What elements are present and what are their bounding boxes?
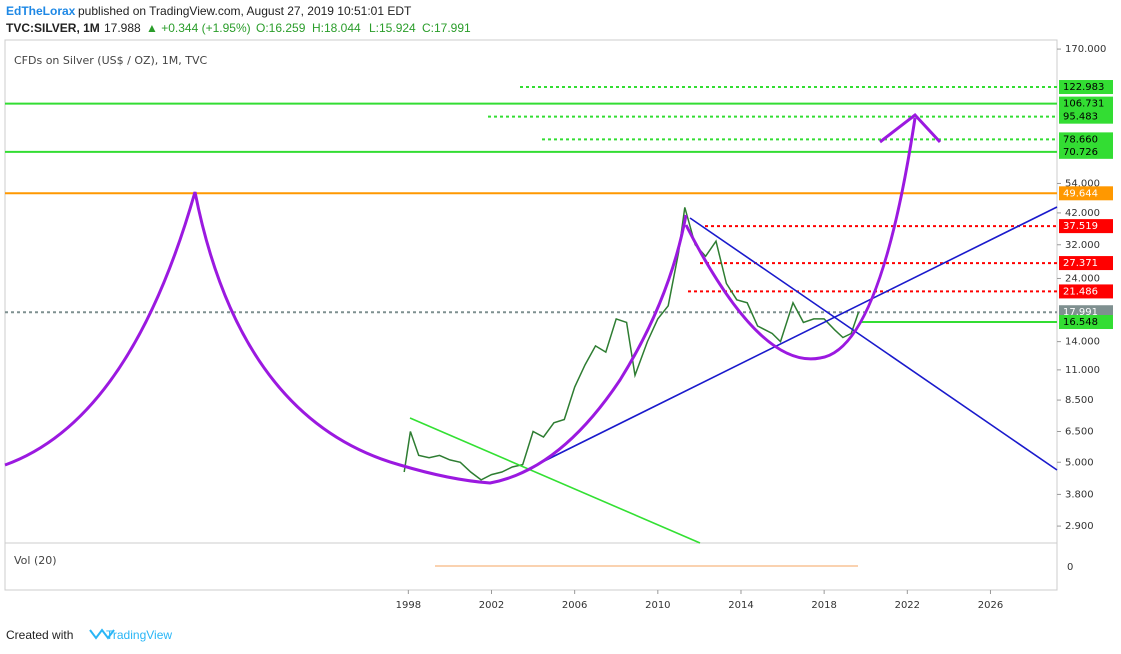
y-tick-label: 3.800 (1065, 489, 1094, 500)
x-tick-label: 2006 (562, 600, 587, 611)
price-label: 37.519 (1063, 221, 1098, 232)
price-label-box (1059, 256, 1113, 271)
y-tick-label: 8.500 (1065, 395, 1094, 406)
price-label-box (1059, 219, 1113, 234)
price-label-box (1059, 96, 1113, 111)
price-label-box (1059, 144, 1113, 159)
y-tick-label: 2.900 (1065, 521, 1094, 532)
price-label: 106.731 (1063, 99, 1104, 110)
legend-title: CFDs on Silver (US$ / OZ), 1M, TVC (14, 54, 208, 67)
x-tick-label: 2014 (728, 600, 753, 611)
price-label: 17.991 (1063, 307, 1098, 318)
price-label: 122.983 (1063, 82, 1104, 93)
price-label: 16.548 (1063, 317, 1098, 328)
change: ▲ +0.344 (+1.95%) (146, 21, 251, 35)
y-tick-label: 24.000 (1065, 273, 1100, 284)
x-tick-label: 2018 (811, 600, 836, 611)
footer-text: Created with (6, 628, 73, 642)
x-tick-label: 2002 (479, 600, 504, 611)
trend-line (409, 417, 701, 544)
price-label-box (1059, 315, 1113, 330)
footer-brand[interactable]: TradingView (106, 628, 172, 642)
x-tick-label: 1998 (396, 600, 421, 611)
last-price: 17.988 (104, 21, 141, 35)
trend-line (689, 217, 1058, 471)
volume-tick-label: 0 (1067, 562, 1073, 573)
price-label-box (1059, 132, 1113, 147)
pane-border (4, 39, 1058, 591)
published: published on TradingView.com, August 27,… (78, 4, 412, 18)
symbol: TVC:SILVER, 1M (6, 21, 100, 35)
y-tick-label: 11.000 (1065, 365, 1100, 376)
y-tick-label: 42.000 (1065, 208, 1100, 219)
price-label: 70.726 (1063, 147, 1098, 158)
trend-line (509, 206, 1058, 479)
logo (89, 628, 115, 640)
price-label: 78.660 (1063, 134, 1098, 145)
x-tick-label: 2022 (895, 600, 920, 611)
cup-curve (4, 191, 688, 485)
low: L:15.924 (369, 21, 416, 35)
x-tick-label: 2026 (978, 600, 1003, 611)
volume-label: Vol (20) (14, 554, 57, 567)
drawings (4, 112, 1058, 544)
y-tick-label: 170.000 (1065, 44, 1106, 55)
price-label-box (1059, 109, 1113, 124)
y-tick-label: 54.000 (1065, 178, 1100, 189)
open: O:16.259 (256, 21, 306, 35)
y-tick-label: 6.500 (1065, 427, 1094, 438)
price-label-box (1059, 284, 1113, 299)
y-tick-label: 5.000 (1065, 457, 1094, 468)
author[interactable]: EdTheLorax (6, 4, 76, 18)
price-label-box (1059, 80, 1113, 95)
y-tick-label: 32.000 (1065, 240, 1100, 251)
cup-curve (684, 117, 917, 361)
y-tick-label: 14.000 (1065, 337, 1100, 348)
price-label: 95.483 (1063, 112, 1098, 123)
high: H:18.044 (312, 21, 361, 35)
arrow (879, 112, 942, 144)
x-tick-label: 2010 (645, 600, 670, 611)
price-label: 49.644 (1063, 188, 1098, 199)
price-label-box (1059, 186, 1113, 201)
price-label: 21.486 (1063, 286, 1098, 297)
close: C:17.991 (422, 21, 471, 35)
price-line (403, 207, 860, 481)
price-label: 27.371 (1063, 258, 1098, 269)
